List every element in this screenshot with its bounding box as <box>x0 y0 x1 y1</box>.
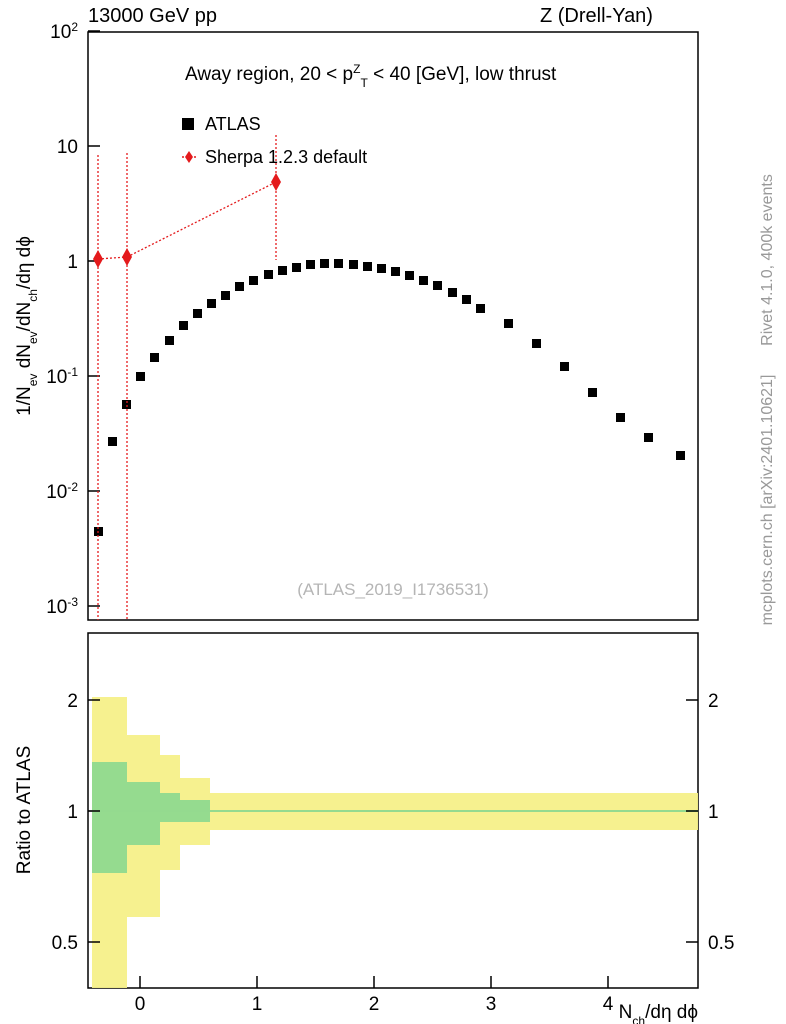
rivet-label: Rivet 4.1.0, 400k events <box>759 174 776 346</box>
y-axis-main-ticks: 10-3 10-2 10-1 1 10 102 <box>46 20 100 618</box>
ytick-1e-1: 10-1 <box>46 365 78 388</box>
sherpa-data-series[interactable] <box>93 135 281 620</box>
xtick-3: 3 <box>486 994 497 1015</box>
xtick-1: 1 <box>252 994 263 1015</box>
main-plot-group: 10-3 10-2 10-1 1 10 102 1/Nev dNev/dNch/… <box>14 20 698 620</box>
ytick-1e-3: 10-3 <box>46 595 78 618</box>
annotation-line1: Away region, 20 < pZT < 40 [GeV], low th… <box>185 62 557 90</box>
plot-window: { "header": { "top_left": "13000 GeV pp"… <box>0 0 786 1024</box>
y-axis-ratio-label: Ratio to ATLAS <box>14 746 35 875</box>
ytick-1e-2: 10-2 <box>46 480 78 503</box>
y-axis-main-label: 1/Nev dNev/dNch/dη dϕ <box>14 236 40 416</box>
x-axis-ticks: 0 1 2 3 4 <box>135 976 614 1015</box>
atlas-legend-label: ATLAS <box>205 114 261 134</box>
ytick-1e2: 102 <box>50 20 78 43</box>
ratio-ytick-2-right: 2 <box>708 691 719 712</box>
sherpa-legend-label: Sherpa 1.2.3 default <box>205 147 367 167</box>
atlas-data-series[interactable] <box>94 259 685 536</box>
ytick-10: 10 <box>57 137 78 158</box>
chart-svg: 13000 GeV pp Z (Drell-Yan) 10-3 10-2 10-… <box>0 0 786 1024</box>
sherpa-legend-marker <box>185 151 193 163</box>
green-band <box>92 748 698 873</box>
ytick-1: 1 <box>67 252 78 273</box>
xtick-2: 2 <box>369 994 380 1015</box>
ratio-uncertainty-bands <box>92 633 698 988</box>
ratio-ytick-0-5-right: 0.5 <box>708 933 734 954</box>
x-axis-label: Nch/dη dϕ <box>619 1002 698 1024</box>
ratio-ytick-0-5: 0.5 <box>52 933 78 954</box>
ratio-ytick-1: 1 <box>67 802 78 823</box>
xtick-4: 4 <box>603 994 614 1015</box>
top-right-label: Z (Drell-Yan) <box>540 5 653 27</box>
ratio-ytick-1-right: 1 <box>708 802 719 823</box>
atlas-legend-marker <box>182 118 194 130</box>
watermark-text: (ATLAS_2019_I1736531) <box>297 580 489 599</box>
legend-group: ATLAS Sherpa 1.2.3 default <box>182 114 367 167</box>
ratio-ytick-2: 2 <box>67 691 78 712</box>
xtick-0: 0 <box>135 994 146 1015</box>
mcplots-label: mcplots.cern.ch [arXiv:2401.10621] <box>759 375 776 626</box>
ratio-plot-group: 2 1 0.5 2 1 0.5 Ratio to ATLAS 0 1 2 3 <box>14 633 734 1024</box>
top-left-label: 13000 GeV pp <box>88 5 217 27</box>
